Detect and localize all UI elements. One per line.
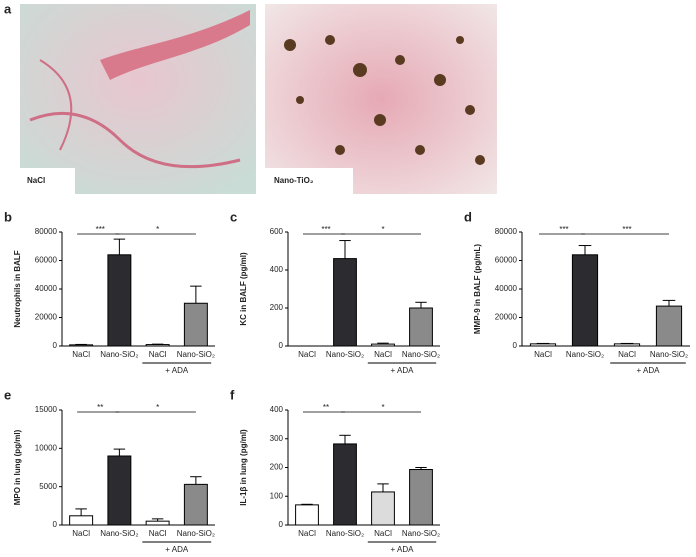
x-tick-label: NaCl — [149, 529, 167, 538]
x-tick-label: NaCl — [72, 529, 90, 538]
x-tick-label: Nano-SiO₂ — [566, 350, 604, 359]
significance-label: * — [156, 403, 159, 412]
significance-label: ** — [97, 403, 103, 412]
y-axis-label: Neutrophils in BALF — [13, 250, 22, 327]
x-tick-label: Nano-SiO₂ — [177, 529, 215, 538]
y-tick-label: 60000 — [495, 256, 518, 265]
bar — [571, 254, 599, 347]
y-tick-label: 0 — [279, 520, 284, 529]
bar — [333, 258, 357, 347]
group-label: + ADA — [165, 545, 189, 554]
significance-label: ** — [323, 403, 329, 412]
x-tick-label: NaCl — [534, 350, 552, 359]
y-axis-label: IL-1β in lung (pg/ml) — [239, 429, 248, 506]
y-tick-label: 10000 — [35, 443, 58, 452]
x-tick-label: Nano-SiO₂ — [326, 350, 364, 359]
significance-label: *** — [96, 225, 105, 234]
bar — [295, 504, 319, 526]
significance-label: *** — [321, 225, 330, 234]
image-label: NaCl — [27, 176, 45, 185]
y-tick-label: 200 — [270, 303, 284, 312]
y-tick-label: 60000 — [35, 256, 58, 265]
x-tick-label: NaCl — [149, 350, 167, 359]
group-label: + ADA — [391, 545, 415, 554]
y-tick-label: 400 — [270, 265, 284, 274]
bar — [613, 343, 641, 347]
bar — [69, 344, 94, 347]
x-tick-label: Nano-SiO₂ — [100, 350, 138, 359]
bar — [107, 254, 132, 347]
y-tick-label: 80000 — [495, 227, 518, 236]
y-axis-label: MMP-9 in BALF (pg/mL) — [473, 244, 482, 335]
panel-letter: a — [4, 1, 12, 16]
group-label: + ADA — [637, 366, 661, 375]
bar — [183, 302, 208, 347]
group-label: + ADA — [391, 366, 415, 375]
significance-label: * — [156, 225, 159, 234]
y-tick-label: 600 — [270, 227, 284, 236]
panel-letter: c — [230, 209, 237, 224]
significance-label: *** — [559, 225, 568, 234]
image-label: Nano-TiO₂ — [274, 176, 314, 185]
x-tick-label: NaCl — [374, 529, 392, 538]
y-tick-label: 80000 — [35, 227, 58, 236]
x-tick-label: NaCl — [298, 529, 316, 538]
group-label: + ADA — [165, 366, 189, 375]
y-tick-label: 5000 — [39, 482, 57, 491]
bar — [409, 469, 433, 526]
y-tick-label: 20000 — [35, 313, 58, 322]
y-tick-label: 300 — [270, 434, 284, 443]
y-tick-label: 400 — [270, 405, 284, 414]
panel-letter: e — [4, 387, 11, 402]
x-tick-label: Nano-SiO₂ — [326, 529, 364, 538]
x-tick-label: Nano-SiO₂ — [100, 529, 138, 538]
bar — [107, 455, 132, 526]
bar — [69, 515, 94, 526]
y-axis-label: MPO in lung (pg/ml) — [13, 429, 22, 505]
x-tick-label: NaCl — [618, 350, 636, 359]
bar — [183, 483, 208, 526]
bar — [529, 343, 557, 347]
micrograph: NaCl — [20, 4, 256, 194]
y-tick-label: 0 — [513, 341, 518, 350]
x-tick-label: Nano-SiO₂ — [650, 350, 688, 359]
y-axis-label: KC in BALF (pg/ml) — [239, 252, 248, 326]
bar — [145, 344, 170, 347]
bar — [409, 307, 433, 347]
bar — [371, 491, 395, 526]
significance-label: * — [381, 403, 384, 412]
x-tick-label: NaCl — [374, 350, 392, 359]
y-tick-label: 100 — [270, 491, 284, 500]
bar — [371, 343, 395, 347]
micrograph: Nano-TiO₂ — [265, 4, 497, 194]
y-tick-label: 20000 — [495, 313, 518, 322]
y-tick-label: 15000 — [35, 405, 58, 414]
panel-letter: f — [230, 387, 235, 402]
panel-letter: d — [464, 209, 472, 224]
y-tick-label: 40000 — [35, 284, 58, 293]
x-tick-label: NaCl — [298, 350, 316, 359]
x-tick-label: Nano-SiO₂ — [402, 529, 440, 538]
bar — [145, 520, 170, 526]
y-tick-label: 200 — [270, 463, 284, 472]
significance-label: *** — [622, 225, 631, 234]
x-tick-label: Nano-SiO₂ — [402, 350, 440, 359]
panel-letter: b — [4, 209, 12, 224]
bar — [333, 443, 357, 526]
y-tick-label: 0 — [279, 341, 284, 350]
bar — [655, 305, 683, 347]
y-tick-label: 0 — [53, 520, 58, 529]
y-tick-label: 40000 — [495, 284, 518, 293]
x-tick-label: NaCl — [72, 350, 90, 359]
significance-label: * — [381, 225, 384, 234]
x-tick-label: Nano-SiO₂ — [177, 350, 215, 359]
y-tick-label: 0 — [53, 341, 58, 350]
